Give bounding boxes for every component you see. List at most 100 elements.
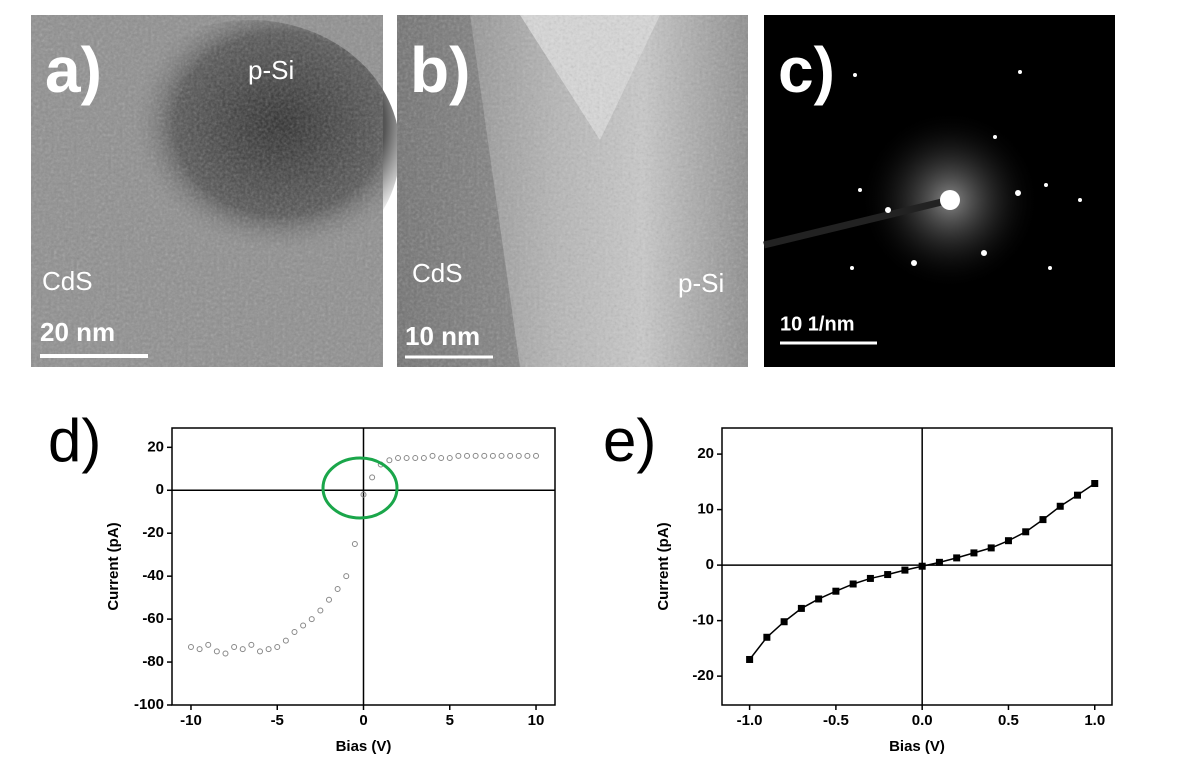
point [282, 637, 289, 644]
point [403, 455, 410, 462]
point [524, 452, 531, 459]
marker [746, 655, 754, 663]
x-tick-label: 5 [446, 712, 454, 729]
point [489, 452, 496, 459]
texture [31, 15, 383, 367]
point [256, 648, 263, 655]
point [196, 646, 203, 653]
x-tick-label: 0 [359, 712, 367, 729]
marker [953, 554, 961, 562]
point [464, 452, 471, 459]
y-tick-label: -20 [692, 667, 714, 684]
highlight-ellipse [321, 456, 399, 520]
marker [1056, 502, 1064, 510]
y-tick-label: -10 [692, 612, 714, 629]
texture [397, 15, 748, 367]
plot-frame [721, 427, 1113, 706]
marker [849, 580, 857, 588]
point [222, 650, 229, 657]
point [386, 457, 393, 464]
x-axis-title: Bias (V) [889, 738, 945, 755]
point [420, 455, 427, 462]
x-tick-label: 0.5 [998, 712, 1019, 729]
panel-b: b) CdS p-Si 10 nm [397, 15, 748, 367]
marker [1073, 491, 1081, 499]
point [360, 491, 367, 498]
marker [1039, 516, 1047, 524]
point [205, 641, 212, 648]
scale-bar-label: 10 1/nm [780, 313, 854, 335]
y-tick-label: -80 [142, 653, 164, 670]
panel-label: e) [603, 407, 656, 474]
point [533, 452, 540, 459]
marker [1004, 537, 1012, 545]
point [446, 455, 453, 462]
point [300, 622, 307, 629]
panel-label: c) [778, 34, 835, 106]
x-axis-title: Bias (V) [336, 738, 392, 755]
point [239, 646, 246, 653]
point [231, 644, 238, 651]
scale-bar-label: 10 nm [405, 321, 480, 351]
point [481, 452, 488, 459]
point [472, 452, 479, 459]
y-tick-label: -100 [134, 696, 164, 713]
marker [815, 595, 823, 603]
annotation: CdS [42, 266, 93, 296]
panel-label: d) [48, 407, 101, 474]
point [455, 452, 462, 459]
point [438, 455, 445, 462]
point [395, 455, 402, 462]
x-tick-label: -10 [180, 712, 202, 729]
marker [832, 587, 840, 595]
beam-stop [763, 196, 951, 249]
point [334, 586, 341, 593]
marker [797, 604, 805, 612]
point [412, 455, 419, 462]
marker [1091, 480, 1099, 488]
point [429, 452, 436, 459]
marker [1022, 528, 1030, 536]
x-tick-label: -1.0 [737, 712, 763, 729]
marker [901, 566, 909, 574]
point [317, 607, 324, 614]
x-tick-label: 1.0 [1084, 712, 1105, 729]
spots [850, 70, 1082, 270]
point [213, 648, 220, 655]
point [265, 646, 272, 653]
marker [987, 544, 995, 552]
point [369, 474, 376, 481]
marker [884, 571, 892, 579]
point [291, 628, 298, 635]
y-tick-label: 20 [697, 445, 714, 462]
annotation: p-Si [248, 55, 294, 85]
point [498, 452, 505, 459]
y-tick-label: 0 [156, 481, 164, 498]
marker [780, 618, 788, 626]
marker [763, 633, 771, 641]
point [308, 616, 315, 623]
y-tick-label: 20 [147, 438, 164, 455]
point [274, 644, 281, 651]
x-tick-label: -5 [271, 712, 284, 729]
point [351, 540, 358, 547]
y-tick-label: 10 [697, 501, 714, 518]
point [515, 452, 522, 459]
y-tick-label: -40 [142, 567, 164, 584]
annotation: CdS [412, 258, 463, 288]
x-tick-label: -0.5 [823, 712, 849, 729]
panel-label: a) [45, 34, 102, 106]
point [507, 452, 514, 459]
marker [970, 549, 978, 557]
x-tick-label: 0.0 [912, 712, 933, 729]
y-tick-label: 0 [706, 556, 714, 573]
marker [866, 574, 874, 582]
marker [935, 558, 943, 566]
panel-label: b) [410, 34, 470, 106]
y-tick-label: -20 [142, 524, 164, 541]
point [248, 641, 255, 648]
panel-a: a) p-Si CdS 20 nm [31, 15, 400, 367]
annotation: p-Si [678, 268, 724, 298]
